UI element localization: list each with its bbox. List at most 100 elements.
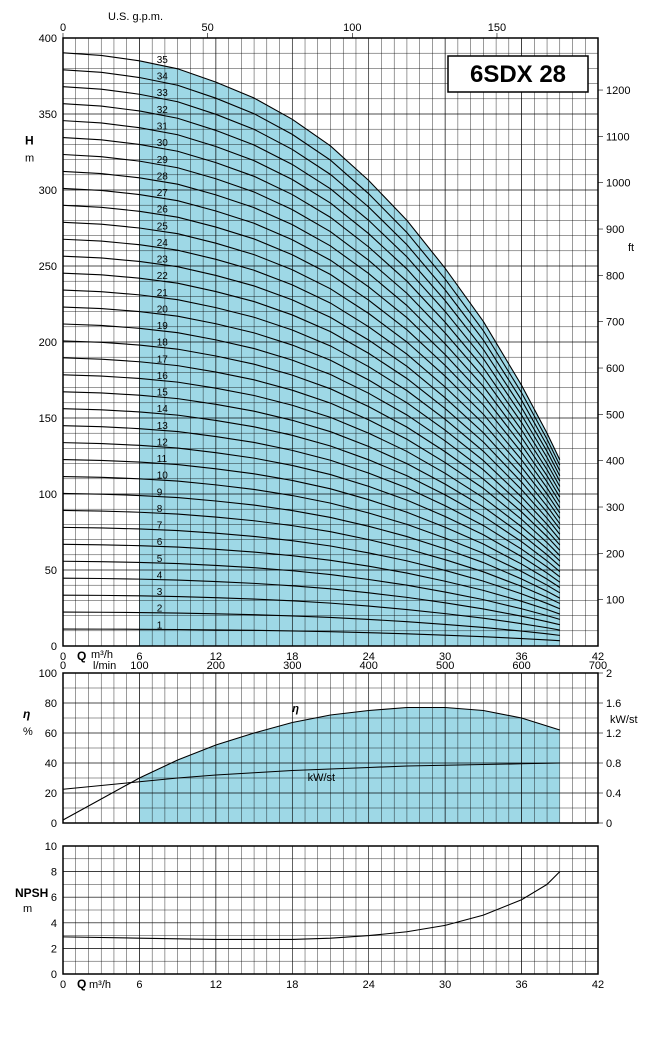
stage-label-25: 25 — [157, 221, 169, 232]
stage-label-22: 22 — [157, 271, 169, 282]
npsh-curve — [63, 872, 560, 940]
svg-text:0: 0 — [51, 818, 57, 830]
svg-text:60: 60 — [45, 728, 57, 740]
stage-label-13: 13 — [157, 421, 169, 432]
svg-text:250: 250 — [39, 261, 57, 273]
svg-text:200: 200 — [606, 548, 624, 560]
svg-text:0.8: 0.8 — [606, 758, 621, 770]
svg-text:1000: 1000 — [606, 178, 630, 190]
svg-text:300: 300 — [283, 660, 301, 672]
svg-text:18: 18 — [286, 979, 298, 991]
svg-text:900: 900 — [606, 224, 624, 236]
lmin-label: l/min — [93, 660, 116, 672]
svg-text:1200: 1200 — [606, 85, 630, 97]
eta-curve-label: η — [292, 703, 299, 715]
stage-label-18: 18 — [157, 338, 169, 349]
stage-label-17: 17 — [157, 354, 169, 365]
svg-text:400: 400 — [360, 660, 378, 672]
svg-text:100: 100 — [39, 489, 57, 501]
svg-text:0: 0 — [60, 660, 66, 672]
svg-text:42: 42 — [592, 979, 604, 991]
stage-label-6: 6 — [157, 537, 163, 548]
stage-label-32: 32 — [157, 105, 169, 116]
stage-label-5: 5 — [157, 554, 163, 565]
svg-text:500: 500 — [436, 660, 454, 672]
stage-label-30: 30 — [157, 138, 169, 149]
stage-label-7: 7 — [157, 521, 163, 532]
kw-curve-label: kW/st — [308, 772, 336, 784]
stage-label-21: 21 — [157, 288, 169, 299]
svg-text:36: 36 — [515, 979, 527, 991]
svg-text:350: 350 — [39, 109, 57, 121]
stage-label-8: 8 — [157, 504, 163, 515]
pump-curve-chart: 1234567891011121314151617181920212223242… — [8, 8, 653, 1028]
svg-text:150: 150 — [488, 22, 506, 34]
ft-label: ft — [628, 242, 634, 254]
stage-label-24: 24 — [157, 238, 169, 249]
svg-text:80: 80 — [45, 698, 57, 710]
stage-label-15: 15 — [157, 388, 169, 399]
svg-text:700: 700 — [606, 317, 624, 329]
stage-label-31: 31 — [157, 122, 169, 133]
svg-text:150: 150 — [39, 413, 57, 425]
stage-label-2: 2 — [157, 604, 163, 615]
q-label: Q — [77, 649, 86, 663]
svg-text:0: 0 — [60, 979, 66, 991]
stage-label-3: 3 — [157, 587, 163, 598]
svg-text:100: 100 — [130, 660, 148, 672]
svg-text:400: 400 — [606, 456, 624, 468]
svg-text:600: 600 — [512, 660, 530, 672]
svg-text:6: 6 — [51, 892, 57, 904]
stage-label-4: 4 — [157, 570, 163, 581]
svg-text:500: 500 — [606, 409, 624, 421]
stage-label-26: 26 — [157, 205, 169, 216]
svg-text:4: 4 — [51, 918, 57, 930]
svg-text:0: 0 — [51, 641, 57, 653]
svg-text:30: 30 — [439, 979, 451, 991]
stage-label-1: 1 — [157, 620, 163, 631]
stage-label-28: 28 — [157, 171, 169, 182]
svg-text:50: 50 — [45, 565, 57, 577]
stage-label-10: 10 — [157, 471, 169, 482]
svg-text:m: m — [23, 903, 32, 915]
svg-text:0: 0 — [606, 818, 612, 830]
svg-text:300: 300 — [606, 502, 624, 514]
stage-label-11: 11 — [157, 454, 168, 465]
stage-label-12: 12 — [157, 437, 169, 448]
svg-text:50: 50 — [202, 22, 214, 34]
svg-text:1.6: 1.6 — [606, 698, 621, 710]
svg-text:0: 0 — [51, 969, 57, 981]
svg-text:700: 700 — [589, 660, 607, 672]
svg-text:8: 8 — [51, 867, 57, 879]
svg-text:10: 10 — [45, 841, 57, 853]
stage-label-33: 33 — [157, 88, 169, 99]
stage-label-16: 16 — [157, 371, 169, 382]
svg-text:200: 200 — [207, 660, 225, 672]
svg-text:20: 20 — [45, 788, 57, 800]
stage-label-27: 27 — [157, 188, 169, 199]
svg-text:0.4: 0.4 — [606, 788, 621, 800]
stage-label-9: 9 — [157, 487, 163, 498]
svg-text:m³/h: m³/h — [89, 979, 111, 991]
svg-text:2: 2 — [51, 943, 57, 955]
svg-text:200: 200 — [39, 337, 57, 349]
stage-label-29: 29 — [157, 155, 169, 166]
svg-text:12: 12 — [210, 979, 222, 991]
stage-label-34: 34 — [157, 72, 169, 83]
svg-text:%: % — [23, 726, 33, 738]
svg-text:300: 300 — [39, 185, 57, 197]
svg-text:100: 100 — [39, 668, 57, 680]
svg-text:400: 400 — [39, 33, 57, 45]
svg-text:100: 100 — [606, 595, 624, 607]
svg-text:40: 40 — [45, 758, 57, 770]
svg-text:800: 800 — [606, 270, 624, 282]
stage-label-19: 19 — [157, 321, 169, 332]
eff-fill-region — [139, 708, 559, 824]
stage-label-23: 23 — [157, 255, 169, 266]
svg-text:100: 100 — [343, 22, 361, 34]
stage-label-20: 20 — [157, 304, 169, 315]
gpm-label: U.S. g.p.m. — [108, 11, 163, 23]
stage-label-35: 35 — [157, 55, 169, 66]
svg-text:1100: 1100 — [606, 131, 630, 143]
svg-text:600: 600 — [606, 363, 624, 375]
